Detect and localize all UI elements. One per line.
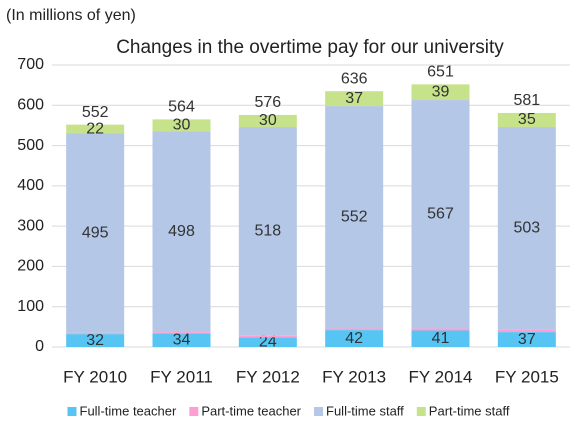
y-tick-label: 600 [17, 97, 44, 114]
bar-segment [497, 112, 556, 128]
chart-title: Changes in the overtime pay for our univ… [116, 37, 504, 58]
bar-segment [411, 330, 470, 347]
x-tick-label: FY 2014 [409, 367, 473, 386]
y-tick-label: 0 [35, 338, 44, 355]
bar-segment [238, 335, 297, 338]
total-label: 552 [82, 104, 109, 121]
x-tick-label: FY 2015 [495, 367, 559, 386]
y-tick-label: 700 [17, 56, 44, 73]
value-label: 552 [341, 208, 368, 225]
value-label: 35 [518, 111, 536, 128]
legend-swatch [67, 407, 77, 416]
value-label: 39 [432, 83, 450, 100]
bar-segment [66, 133, 125, 333]
bar-segment [152, 332, 211, 334]
legend-label: Part-time teacher [201, 403, 301, 418]
y-tick-label: 400 [17, 177, 44, 194]
value-label: 495 [82, 224, 109, 241]
bar-segment [152, 119, 211, 132]
value-label: 30 [173, 117, 191, 134]
total-label: 581 [513, 92, 540, 109]
total-label: 576 [254, 94, 281, 111]
bar-segment [411, 328, 470, 331]
bar-segment [325, 91, 384, 107]
bar-segment [497, 127, 556, 330]
bar-segment [325, 106, 384, 329]
y-tick-label: 100 [17, 298, 44, 315]
value-label: 22 [86, 120, 104, 137]
bar-segment [152, 333, 211, 347]
y-tick-label: 200 [17, 258, 44, 275]
value-label: 30 [259, 112, 277, 129]
value-label: 32 [86, 332, 104, 349]
total-label: 564 [168, 99, 195, 116]
value-label: 518 [254, 223, 281, 240]
value-label: 503 [513, 220, 540, 237]
bar-segment [238, 127, 297, 336]
bar-segment [497, 329, 556, 333]
bar-segment [411, 84, 470, 101]
bar-segment [411, 100, 470, 329]
bar-segment [66, 334, 125, 347]
bar-segment [66, 124, 125, 134]
bar-segment [497, 332, 556, 347]
bar-segment [238, 337, 297, 347]
bar-segment [238, 114, 297, 128]
bar-segment [66, 332, 125, 335]
x-tick-label: FY 2013 [322, 367, 386, 386]
legend-label: Part-time staff [429, 403, 510, 418]
unit-label: (In millions of yen) [6, 7, 136, 24]
y-tick-label: 300 [17, 217, 44, 234]
y-tick-label: 500 [17, 137, 44, 154]
bar-segment [325, 328, 384, 331]
value-label: 567 [427, 205, 454, 222]
x-tick-label: FY 2011 [150, 367, 213, 386]
value-label: 24 [259, 333, 277, 350]
legend-label: Full-time staff [326, 403, 404, 418]
value-label: 37 [345, 90, 363, 107]
x-tick-label: FY 2012 [236, 367, 300, 386]
value-label: 42 [345, 330, 363, 347]
value-label: 41 [432, 330, 450, 347]
total-label: 651 [427, 64, 454, 81]
bar-segment [325, 330, 384, 347]
legend-swatch [314, 407, 324, 416]
total-label: 636 [341, 70, 368, 87]
legend-swatch [416, 407, 426, 416]
x-tick-label: FY 2010 [63, 367, 127, 386]
value-label: 498 [168, 223, 195, 240]
legend-label: Full-time teacher [80, 403, 177, 418]
value-label: 37 [518, 331, 536, 348]
legend-swatch [189, 407, 199, 416]
value-label: 34 [173, 331, 191, 348]
bar-segment [152, 131, 211, 333]
